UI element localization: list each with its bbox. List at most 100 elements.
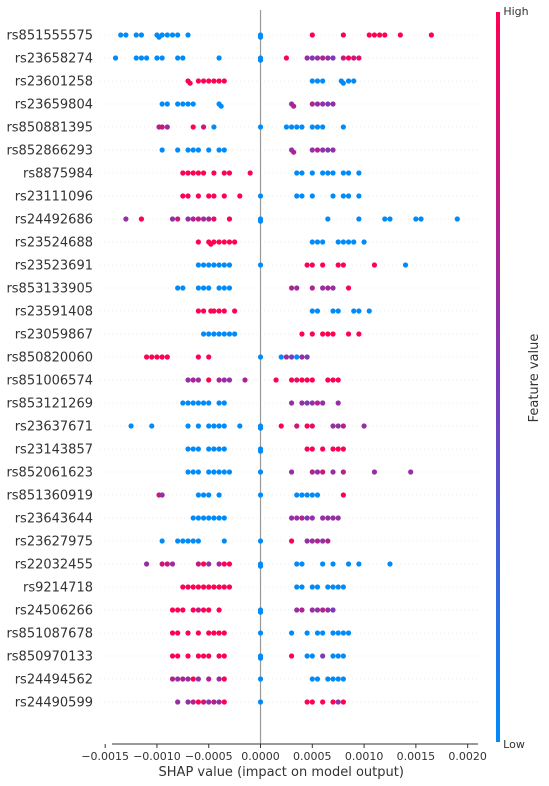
feature-label: rs23637671 — [15, 420, 93, 435]
shap-point — [185, 400, 191, 406]
shap-point — [206, 515, 212, 521]
shap-point — [257, 193, 264, 199]
shap-point — [320, 607, 326, 613]
x-tick-label: −0.0015 — [81, 750, 129, 763]
shap-point — [200, 170, 207, 176]
shap-point — [175, 676, 181, 682]
shap-point — [185, 469, 191, 475]
shap-point — [299, 377, 305, 383]
feature-label: rs851006574 — [6, 374, 93, 389]
shap-point — [185, 147, 191, 153]
shap-point — [330, 699, 336, 705]
shap-point — [232, 331, 238, 337]
shap-point — [340, 55, 346, 61]
shap-point — [257, 699, 264, 705]
shap-point — [211, 262, 217, 268]
shap-point — [169, 676, 176, 682]
shap-point — [211, 78, 217, 84]
x-tick-label: 0.0005 — [293, 750, 332, 763]
shap-point — [164, 101, 170, 107]
shap-point — [335, 676, 341, 682]
shap-point — [221, 584, 227, 590]
shap-point — [382, 32, 388, 38]
shap-point — [340, 699, 346, 705]
shap-point — [144, 561, 150, 567]
shap-point — [206, 78, 212, 84]
shap-point — [185, 101, 191, 107]
shap-point — [325, 147, 331, 153]
shap-point — [340, 239, 346, 245]
shap-point — [185, 446, 191, 452]
shap-point — [159, 55, 165, 61]
shap-point — [361, 239, 367, 245]
colorbar-high-label: High — [503, 5, 528, 18]
shap-point — [206, 354, 212, 360]
shap-point — [283, 354, 290, 360]
shap-point — [216, 147, 222, 153]
shap-point — [206, 607, 212, 613]
shap-point — [304, 423, 310, 429]
shap-point — [211, 331, 217, 337]
shap-point — [309, 124, 315, 130]
shap-point — [309, 607, 315, 613]
shap-point — [335, 699, 341, 705]
shap-point — [291, 149, 297, 155]
shap-point — [144, 55, 150, 61]
shap-point — [340, 170, 346, 176]
shap-point — [175, 216, 181, 222]
shap-point — [190, 124, 196, 130]
shap-point — [200, 216, 207, 222]
shap-point — [216, 699, 222, 705]
shap-point — [195, 285, 201, 291]
shap-point — [221, 193, 227, 199]
shap-point — [180, 676, 186, 682]
shap-point — [309, 584, 315, 590]
shap-point — [216, 400, 222, 406]
feature-label: rs23658274 — [15, 52, 93, 67]
shap-point — [257, 492, 264, 498]
shap-point — [190, 538, 196, 544]
shap-point — [180, 538, 186, 544]
shap-point — [185, 699, 191, 705]
shap-point — [185, 676, 191, 682]
shap-point — [325, 676, 331, 682]
shap-point — [288, 377, 295, 383]
shap-point — [309, 331, 315, 337]
shap-point — [195, 78, 201, 84]
feature-label: rs851360919 — [6, 489, 93, 504]
shap-point — [159, 32, 165, 38]
shap-point — [309, 78, 315, 84]
shap-point — [314, 55, 321, 61]
shap-point — [138, 55, 145, 61]
shap-point — [226, 262, 233, 268]
shap-point — [356, 216, 362, 222]
shap-point — [340, 262, 346, 268]
shap-point — [123, 32, 129, 38]
shap-point — [211, 630, 217, 636]
feature-label: rs851555575 — [6, 29, 93, 44]
shap-point — [257, 676, 264, 682]
shap-point — [335, 423, 341, 429]
feature-label: rs23627975 — [15, 535, 93, 550]
feature-label: rs23143857 — [15, 443, 93, 458]
shap-point — [304, 653, 310, 659]
shap-point — [314, 147, 321, 153]
shap-point — [330, 630, 336, 636]
shap-point — [320, 147, 326, 153]
shap-point — [257, 538, 264, 544]
shap-point — [330, 676, 336, 682]
feature-label: rs23659804 — [15, 98, 93, 113]
shap-point — [185, 538, 191, 544]
feature-label: rs23524688 — [15, 236, 93, 251]
shap-point — [211, 193, 217, 199]
shap-point — [216, 308, 222, 314]
x-ticks: −0.0015 −0.0010 −0.0005 0.0000 0.0005 0.0010 0… — [81, 744, 487, 763]
feature-label: rs24492686 — [15, 213, 93, 228]
shap-point — [330, 55, 336, 61]
shap-point — [314, 584, 321, 590]
shap-point — [278, 423, 284, 429]
shap-point — [206, 377, 212, 383]
shap-point — [226, 239, 233, 245]
shap-point — [211, 699, 217, 705]
